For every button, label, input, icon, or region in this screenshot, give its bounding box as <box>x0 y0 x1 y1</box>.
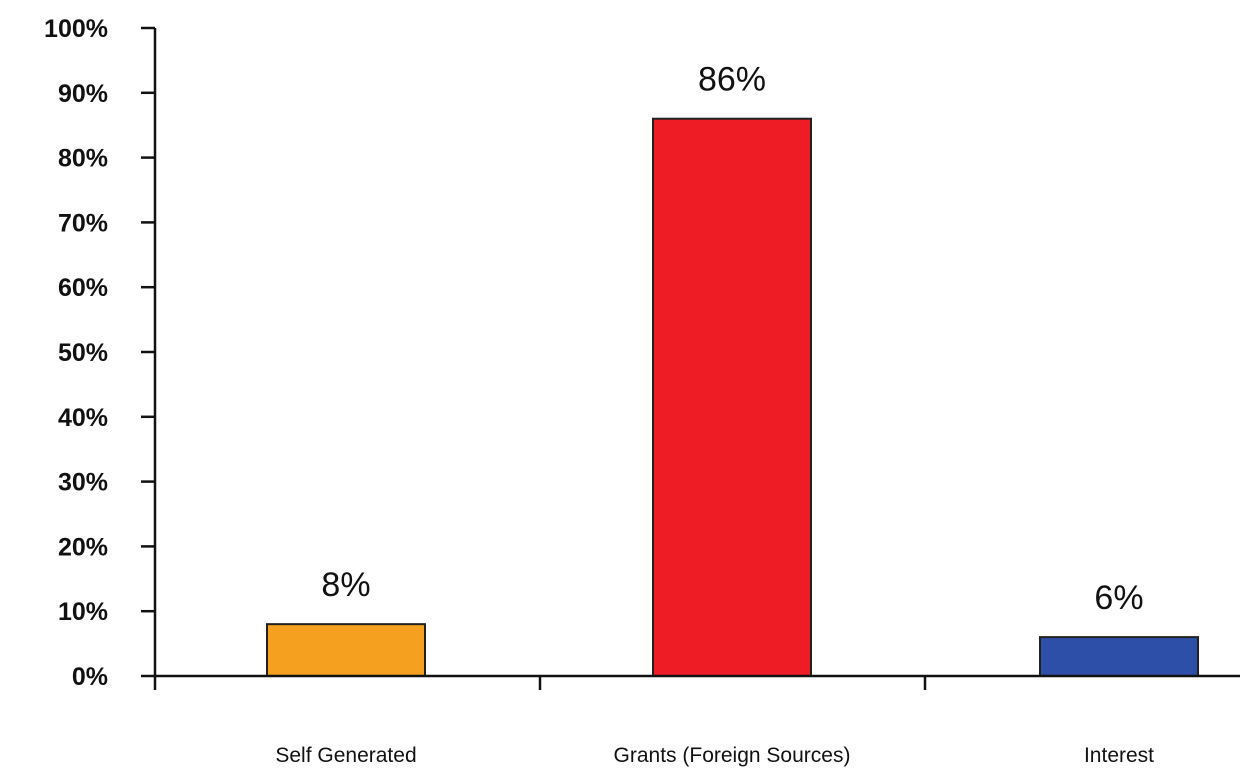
x-category-label: Interest <box>1084 744 1154 767</box>
y-tick-label: 20% <box>58 533 108 561</box>
y-tick-label: 80% <box>58 145 108 173</box>
category-labels-group: Self Generated Grants (Foreign Sources) In… <box>275 744 1154 767</box>
y-tick-label: 70% <box>58 209 108 237</box>
bar-grants-foreign-sources <box>652 117 812 678</box>
data-label: 6% <box>1094 579 1143 617</box>
y-tick-label: 0% <box>72 663 108 691</box>
x-category-label: Grants (Foreign Sources) <box>614 744 851 767</box>
bars-group <box>266 117 1199 678</box>
y-tick-label: 100% <box>44 15 108 43</box>
y-tick-label: 90% <box>58 80 108 108</box>
x-axis-ticks <box>153 676 927 690</box>
data-labels-group: 8% 86% 6% <box>321 61 1143 617</box>
y-axis-ticks: 0% 10% 20% 30% 40% 50% 60% 70% 80% 90% 100% <box>44 15 155 691</box>
y-tick-label: 10% <box>58 598 108 626</box>
bar-self-generated <box>266 623 426 677</box>
x-category-label: Self Generated <box>275 744 416 767</box>
y-tick-label: 60% <box>58 274 108 302</box>
data-label: 86% <box>698 61 766 99</box>
bar-interest <box>1039 636 1199 677</box>
data-label: 8% <box>321 566 370 604</box>
y-tick-label: 40% <box>58 404 108 432</box>
y-tick-label: 50% <box>58 339 108 367</box>
y-tick-label: 30% <box>58 469 108 497</box>
